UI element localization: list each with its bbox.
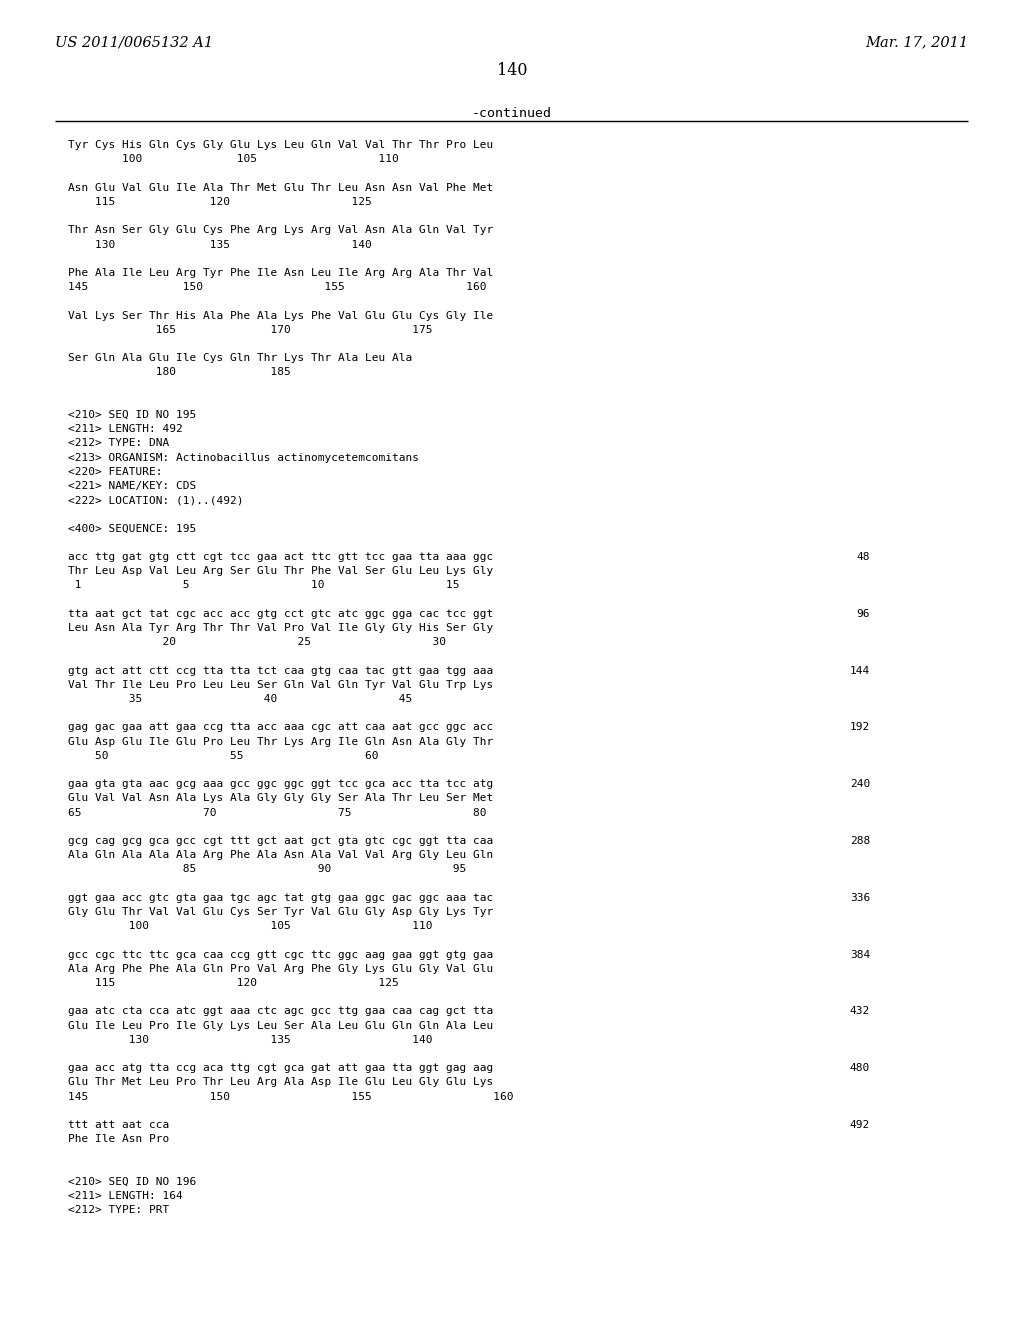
Text: 192: 192: [850, 722, 870, 733]
Text: 50                  55                  60: 50 55 60: [68, 751, 379, 760]
Text: Phe Ala Ile Leu Arg Tyr Phe Ile Asn Leu Ile Arg Arg Ala Thr Val: Phe Ala Ile Leu Arg Tyr Phe Ile Asn Leu …: [68, 268, 494, 279]
Text: 480: 480: [850, 1063, 870, 1073]
Text: gaa acc atg tta ccg aca ttg cgt gca gat att gaa tta ggt gag aag: gaa acc atg tta ccg aca ttg cgt gca gat …: [68, 1063, 494, 1073]
Text: US 2011/0065132 A1: US 2011/0065132 A1: [55, 36, 213, 49]
Text: gag gac gaa att gaa ccg tta acc aaa cgc att caa aat gcc ggc acc: gag gac gaa att gaa ccg tta acc aaa cgc …: [68, 722, 494, 733]
Text: 240: 240: [850, 779, 870, 789]
Text: <210> SEQ ID NO 195: <210> SEQ ID NO 195: [68, 411, 197, 420]
Text: Leu Asn Ala Tyr Arg Thr Thr Val Pro Val Ile Gly Gly His Ser Gly: Leu Asn Ala Tyr Arg Thr Thr Val Pro Val …: [68, 623, 494, 634]
Text: 336: 336: [850, 892, 870, 903]
Text: Val Thr Ile Leu Pro Leu Leu Ser Gln Val Gln Tyr Val Glu Trp Lys: Val Thr Ile Leu Pro Leu Leu Ser Gln Val …: [68, 680, 494, 690]
Text: Ala Gln Ala Ala Ala Arg Phe Ala Asn Ala Val Val Arg Gly Leu Gln: Ala Gln Ala Ala Ala Arg Phe Ala Asn Ala …: [68, 850, 494, 861]
Text: Glu Asp Glu Ile Glu Pro Leu Thr Lys Arg Ile Gln Asn Ala Gly Thr: Glu Asp Glu Ile Glu Pro Leu Thr Lys Arg …: [68, 737, 494, 747]
Text: Thr Leu Asp Val Leu Arg Ser Glu Thr Phe Val Ser Glu Leu Lys Gly: Thr Leu Asp Val Leu Arg Ser Glu Thr Phe …: [68, 566, 494, 577]
Text: Ser Gln Ala Glu Ile Cys Gln Thr Lys Thr Ala Leu Ala: Ser Gln Ala Glu Ile Cys Gln Thr Lys Thr …: [68, 354, 413, 363]
Text: <221> NAME/KEY: CDS: <221> NAME/KEY: CDS: [68, 480, 197, 491]
Text: 130              135                  140: 130 135 140: [68, 240, 372, 249]
Text: Ala Arg Phe Phe Ala Gln Pro Val Arg Phe Gly Lys Glu Gly Val Glu: Ala Arg Phe Phe Ala Gln Pro Val Arg Phe …: [68, 964, 494, 974]
Text: 145              150                  155                  160: 145 150 155 160: [68, 282, 486, 292]
Text: ggt gaa acc gtc gta gaa tgc agc tat gtg gaa ggc gac ggc aaa tac: ggt gaa acc gtc gta gaa tgc agc tat gtg …: [68, 892, 494, 903]
Text: 492: 492: [850, 1119, 870, 1130]
Text: gcc cgc ttc ttc gca caa ccg gtt cgc ttc ggc aag gaa ggt gtg gaa: gcc cgc ttc ttc gca caa ccg gtt cgc ttc …: [68, 949, 494, 960]
Text: Phe Ile Asn Pro: Phe Ile Asn Pro: [68, 1134, 169, 1144]
Text: 288: 288: [850, 836, 870, 846]
Text: 140: 140: [497, 62, 527, 79]
Text: 100              105                  110: 100 105 110: [68, 154, 398, 165]
Text: 180              185: 180 185: [68, 367, 291, 378]
Text: 115              120                  125: 115 120 125: [68, 197, 372, 207]
Text: <210> SEQ ID NO 196: <210> SEQ ID NO 196: [68, 1177, 197, 1187]
Text: <222> LOCATION: (1)..(492): <222> LOCATION: (1)..(492): [68, 495, 244, 506]
Text: Asn Glu Val Glu Ile Ala Thr Met Glu Thr Leu Asn Asn Val Phe Met: Asn Glu Val Glu Ile Ala Thr Met Glu Thr …: [68, 182, 494, 193]
Text: 384: 384: [850, 949, 870, 960]
Text: <212> TYPE: PRT: <212> TYPE: PRT: [68, 1205, 169, 1216]
Text: 115                  120                  125: 115 120 125: [68, 978, 398, 987]
Text: 1               5                  10                  15: 1 5 10 15: [68, 581, 460, 590]
Text: 65                  70                  75                  80: 65 70 75 80: [68, 808, 486, 817]
Text: 165              170                  175: 165 170 175: [68, 325, 432, 335]
Text: <220> FEATURE:: <220> FEATURE:: [68, 467, 163, 477]
Text: Glu Val Val Asn Ala Lys Ala Gly Gly Gly Ser Ala Thr Leu Ser Met: Glu Val Val Asn Ala Lys Ala Gly Gly Gly …: [68, 793, 494, 804]
Text: <211> LENGTH: 164: <211> LENGTH: 164: [68, 1191, 182, 1201]
Text: Glu Thr Met Leu Pro Thr Leu Arg Ala Asp Ile Glu Leu Gly Glu Lys: Glu Thr Met Leu Pro Thr Leu Arg Ala Asp …: [68, 1077, 494, 1088]
Text: 35                  40                  45: 35 40 45: [68, 694, 413, 704]
Text: Val Lys Ser Thr His Ala Phe Ala Lys Phe Val Glu Glu Cys Gly Ile: Val Lys Ser Thr His Ala Phe Ala Lys Phe …: [68, 310, 494, 321]
Text: 145                  150                  155                  160: 145 150 155 160: [68, 1092, 513, 1102]
Text: acc ttg gat gtg ctt cgt tcc gaa act ttc gtt tcc gaa tta aaa ggc: acc ttg gat gtg ctt cgt tcc gaa act ttc …: [68, 552, 494, 562]
Text: gaa atc cta cca atc ggt aaa ctc agc gcc ttg gaa caa cag gct tta: gaa atc cta cca atc ggt aaa ctc agc gcc …: [68, 1006, 494, 1016]
Text: Thr Asn Ser Gly Glu Cys Phe Arg Lys Arg Val Asn Ala Gln Val Tyr: Thr Asn Ser Gly Glu Cys Phe Arg Lys Arg …: [68, 226, 494, 235]
Text: 96: 96: [856, 609, 870, 619]
Text: -continued: -continued: [472, 107, 552, 120]
Text: <212> TYPE: DNA: <212> TYPE: DNA: [68, 438, 169, 449]
Text: Glu Ile Leu Pro Ile Gly Lys Leu Ser Ala Leu Glu Gln Gln Ala Leu: Glu Ile Leu Pro Ile Gly Lys Leu Ser Ala …: [68, 1020, 494, 1031]
Text: 432: 432: [850, 1006, 870, 1016]
Text: gcg cag gcg gca gcc cgt ttt gct aat gct gta gtc cgc ggt tta caa: gcg cag gcg gca gcc cgt ttt gct aat gct …: [68, 836, 494, 846]
Text: 130                  135                  140: 130 135 140: [68, 1035, 432, 1045]
Text: gaa gta gta aac gcg aaa gcc ggc ggc ggt tcc gca acc tta tcc atg: gaa gta gta aac gcg aaa gcc ggc ggc ggt …: [68, 779, 494, 789]
Text: gtg act att ctt ccg tta tta tct caa gtg caa tac gtt gaa tgg aaa: gtg act att ctt ccg tta tta tct caa gtg …: [68, 665, 494, 676]
Text: ttt att aat cca: ttt att aat cca: [68, 1119, 169, 1130]
Text: tta aat gct tat cgc acc acc gtg cct gtc atc ggc gga cac tcc ggt: tta aat gct tat cgc acc acc gtg cct gtc …: [68, 609, 494, 619]
Text: Tyr Cys His Gln Cys Gly Glu Lys Leu Gln Val Val Thr Thr Pro Leu: Tyr Cys His Gln Cys Gly Glu Lys Leu Gln …: [68, 140, 494, 150]
Text: 85                  90                  95: 85 90 95: [68, 865, 466, 874]
Text: <213> ORGANISM: Actinobacillus actinomycetemcomitans: <213> ORGANISM: Actinobacillus actinomyc…: [68, 453, 419, 462]
Text: <400> SEQUENCE: 195: <400> SEQUENCE: 195: [68, 524, 197, 533]
Text: Gly Glu Thr Val Val Glu Cys Ser Tyr Val Glu Gly Asp Gly Lys Tyr: Gly Glu Thr Val Val Glu Cys Ser Tyr Val …: [68, 907, 494, 917]
Text: 48: 48: [856, 552, 870, 562]
Text: Mar. 17, 2011: Mar. 17, 2011: [865, 36, 968, 49]
Text: 144: 144: [850, 665, 870, 676]
Text: 20                  25                  30: 20 25 30: [68, 638, 446, 647]
Text: <211> LENGTH: 492: <211> LENGTH: 492: [68, 424, 182, 434]
Text: 100                  105                  110: 100 105 110: [68, 921, 432, 931]
